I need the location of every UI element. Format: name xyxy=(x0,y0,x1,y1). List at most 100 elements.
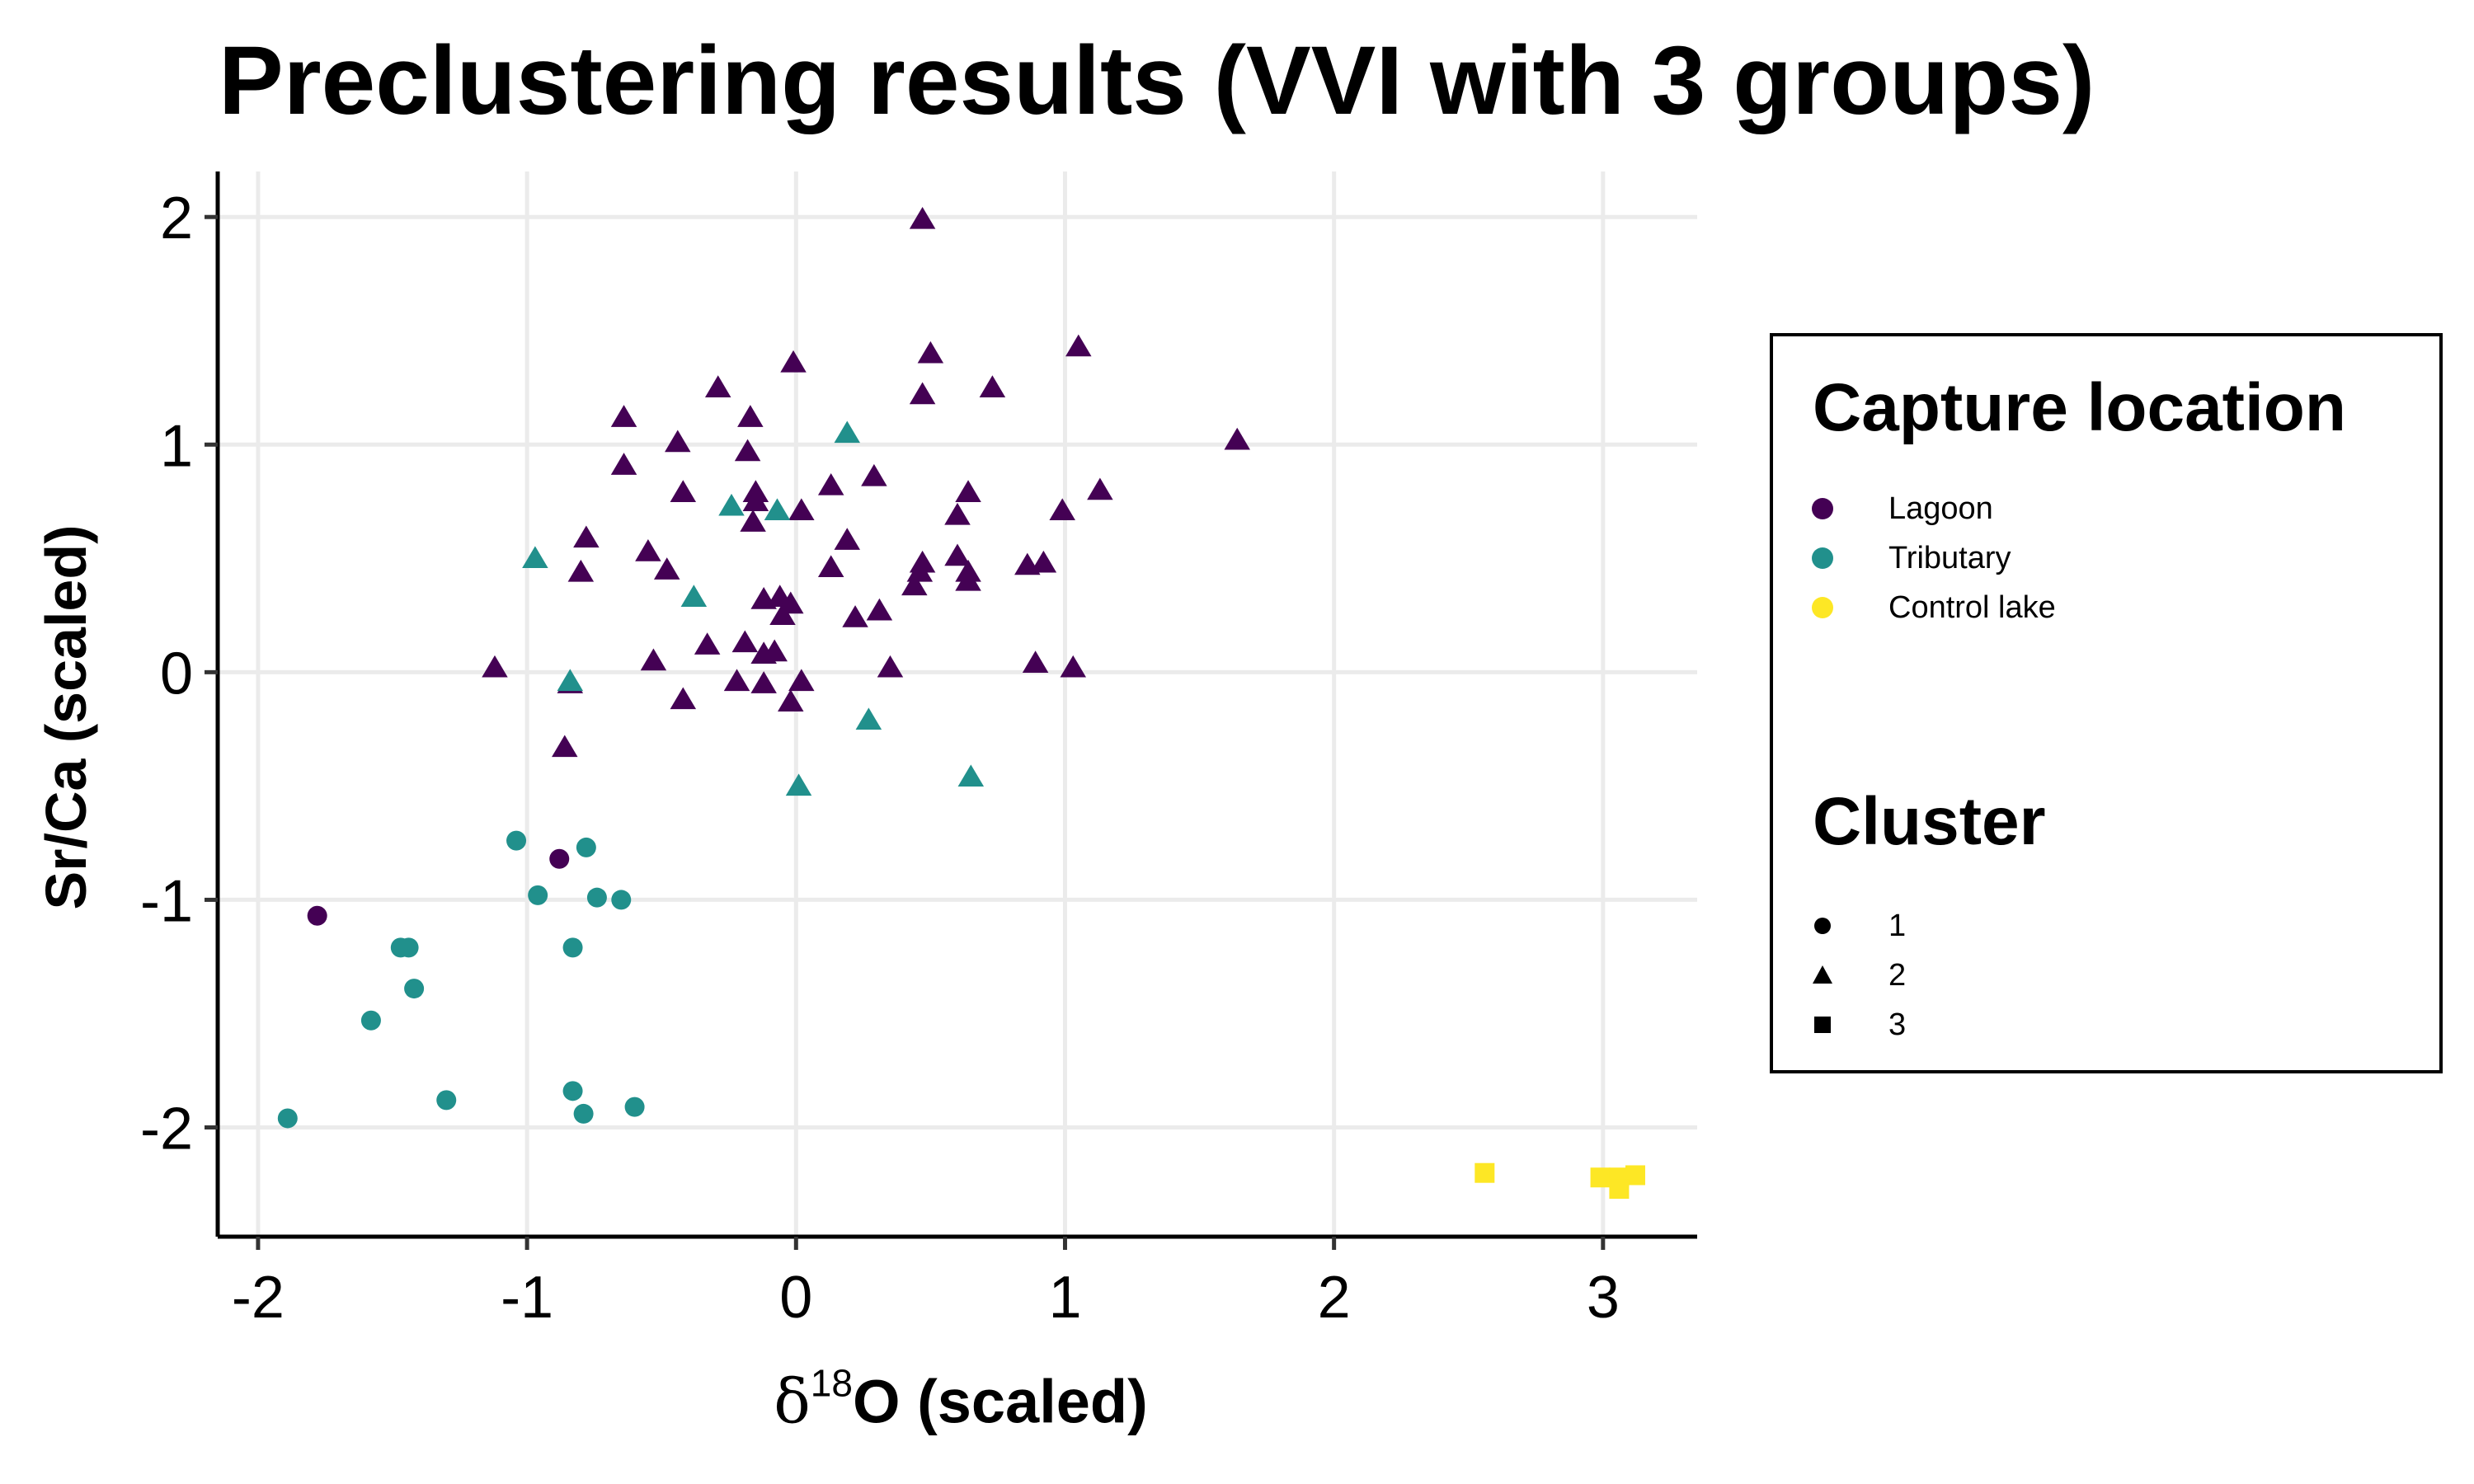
data-point-triangle xyxy=(557,669,584,692)
data-point-triangle xyxy=(788,498,815,521)
y-tick-label: -2 xyxy=(140,1096,193,1162)
legend-item-cluster-2: 2 xyxy=(1803,955,1906,996)
data-point-triangle xyxy=(955,568,981,591)
data-point-circle xyxy=(611,890,632,910)
data-point-triangle xyxy=(866,598,893,621)
data-point-triangle xyxy=(567,559,595,582)
legend-label: Tributary xyxy=(1888,540,2011,575)
data-point-triangle xyxy=(817,555,844,578)
data-point-triangle xyxy=(552,735,578,758)
x-axis-label-text: O (scaled) xyxy=(852,1367,1148,1436)
legend-label: 3 xyxy=(1888,1007,1907,1042)
data-point-triangle xyxy=(723,669,750,692)
data-point-triangle xyxy=(1030,550,1057,573)
data-point-triangle xyxy=(909,206,936,229)
legend-label: Control lake xyxy=(1888,589,2056,625)
data-point-triangle xyxy=(834,420,861,444)
data-point-triangle xyxy=(877,655,904,678)
data-point-triangle xyxy=(670,687,697,710)
data-point-triangle xyxy=(901,573,928,596)
x-axis-label-superscript: 18 xyxy=(810,1361,853,1405)
grid-lines xyxy=(218,171,1697,1237)
legend-item-control-lake: Control lake xyxy=(1803,587,2056,628)
data-point-circle xyxy=(624,1097,645,1117)
data-point-triangle xyxy=(780,350,807,373)
legend-item-cluster-1: 1 xyxy=(1803,905,1906,946)
legend-label: 1 xyxy=(1888,908,1907,943)
x-axis-label-symbol: δ xyxy=(774,1366,811,1438)
legend-item-cluster-3: 3 xyxy=(1803,1004,1906,1045)
data-point-circle xyxy=(436,1090,457,1111)
legend: Capture location Lagoon Tributary Contro… xyxy=(1770,333,2443,1073)
data-point-triangle xyxy=(1224,427,1250,450)
data-point-triangle xyxy=(855,707,882,730)
x-tick-label: 0 xyxy=(779,1265,812,1331)
data-point-triangle xyxy=(610,453,637,475)
data-point-triangle xyxy=(734,439,761,462)
data-point-triangle xyxy=(670,480,697,502)
data-point-triangle xyxy=(1060,655,1087,678)
legend-key-circle-icon xyxy=(1803,906,1842,946)
data-point-circle xyxy=(576,837,596,857)
data-point-triangle xyxy=(861,463,887,486)
data-point-triangle xyxy=(1087,477,1113,500)
data-point-triangle xyxy=(635,539,661,561)
data-point-circle xyxy=(549,848,570,869)
data-point-triangle xyxy=(761,639,788,662)
x-tick-label: -1 xyxy=(501,1265,553,1331)
data-point-triangle xyxy=(665,430,691,453)
legend-title-cluster: Cluster xyxy=(1813,784,2046,859)
legend-key-circle-icon xyxy=(1803,489,1842,528)
y-axis-label: Sr/Ca (scaled) xyxy=(34,524,98,910)
data-point-circle xyxy=(562,1081,583,1101)
data-point-triangle xyxy=(769,603,796,626)
data-point-triangle xyxy=(842,605,868,627)
legend-label: Lagoon xyxy=(1888,491,1993,526)
data-point-triangle xyxy=(979,375,1006,397)
data-point-circle xyxy=(404,979,425,999)
data-point-triangle xyxy=(764,498,791,521)
data-point-square xyxy=(1475,1162,1495,1183)
data-points xyxy=(277,206,1645,1200)
data-point-triangle xyxy=(680,585,708,607)
data-point-triangle xyxy=(640,648,667,671)
y-tick-label: 1 xyxy=(160,413,193,479)
data-point-triangle xyxy=(573,525,600,548)
data-point-triangle xyxy=(653,557,680,580)
data-point-triangle xyxy=(834,528,861,550)
x-tick-label: 1 xyxy=(1048,1265,1081,1331)
data-point-circle xyxy=(398,937,419,958)
x-tick-label: 3 xyxy=(1587,1265,1620,1331)
legend-key-circle-icon xyxy=(1803,588,1842,627)
data-point-square xyxy=(1609,1179,1630,1200)
data-point-circle xyxy=(586,887,607,908)
data-point-triangle xyxy=(742,489,769,511)
data-point-circle xyxy=(528,885,548,905)
data-point-triangle xyxy=(817,472,844,495)
data-point-triangle xyxy=(1049,498,1075,521)
data-point-triangle xyxy=(944,502,971,525)
data-point-triangle xyxy=(482,655,508,678)
data-point-triangle xyxy=(740,510,766,532)
data-point-triangle xyxy=(955,480,981,502)
axes xyxy=(205,171,1697,1250)
data-point-circle xyxy=(573,1103,594,1124)
legend-key-square-icon xyxy=(1803,1005,1842,1045)
legend-label: 2 xyxy=(1888,957,1907,993)
data-point-triangle xyxy=(944,543,971,566)
data-point-triangle xyxy=(778,689,804,711)
data-point-triangle xyxy=(1022,650,1049,674)
data-point-triangle xyxy=(718,493,745,516)
data-point-triangle xyxy=(788,669,815,692)
data-point-triangle xyxy=(704,375,731,397)
data-point-circle xyxy=(562,937,583,958)
data-point-square xyxy=(1590,1167,1611,1188)
x-tick-label: -2 xyxy=(232,1265,285,1331)
data-point-triangle xyxy=(785,773,812,796)
data-point-triangle xyxy=(750,671,777,693)
data-point-triangle xyxy=(694,632,721,655)
data-point-triangle xyxy=(1065,334,1092,357)
y-tick-label: 0 xyxy=(160,641,193,707)
tick-labels: -2 -1 0 1 2 3 -2 -1 0 1 2 xyxy=(140,186,1620,1331)
